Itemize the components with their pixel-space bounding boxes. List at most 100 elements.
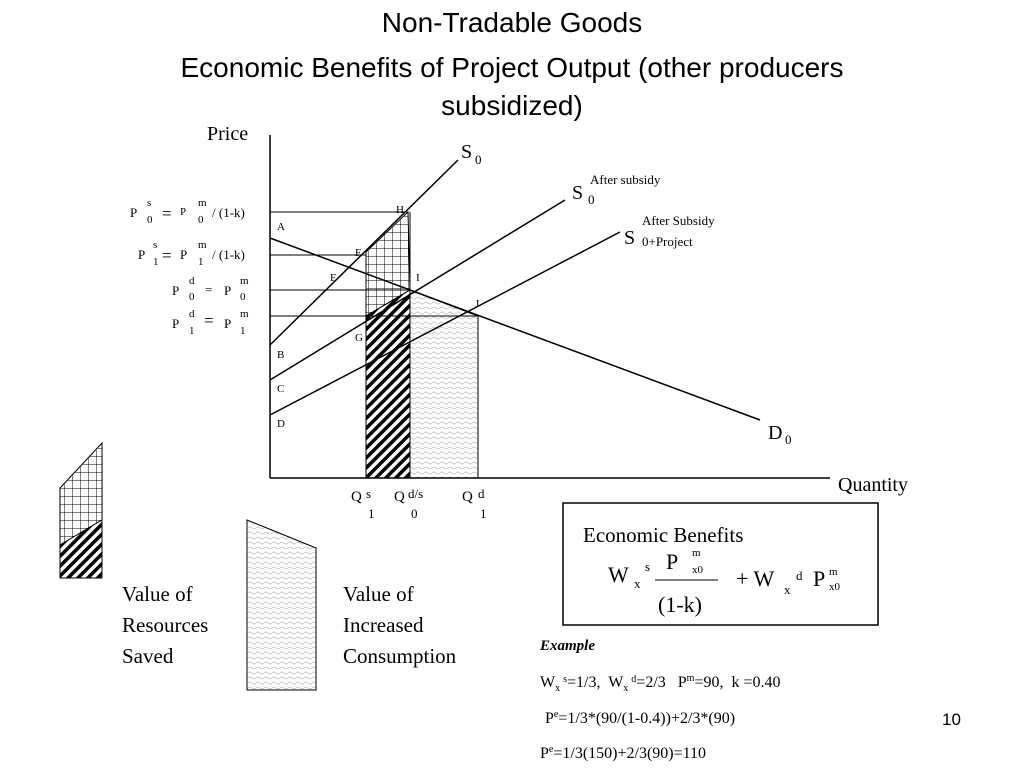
pl: 1: [198, 256, 204, 268]
ex: e: [549, 744, 554, 755]
curve-label: S: [461, 141, 472, 163]
legend-line: Increased: [343, 613, 424, 637]
ql: 1: [368, 506, 375, 521]
ex: =90, k =0.40: [694, 674, 780, 691]
s0-line: [269, 159, 459, 346]
legend-line: Value of: [122, 582, 193, 606]
point-labels: A H F E I J G B C D: [277, 204, 480, 430]
point-label: C: [277, 383, 284, 395]
ex: P: [545, 710, 554, 727]
f: P: [666, 549, 678, 574]
pl: 0: [147, 214, 153, 226]
example: Wxs=1/3, Wxd=2/3 Pm=90, k =0.40 Pe=1/3*(…: [540, 673, 781, 762]
pl: P: [224, 316, 231, 331]
point-label: E: [330, 272, 337, 284]
pl: / (1-k): [212, 205, 245, 220]
ex: W: [540, 674, 556, 691]
pl: d: [189, 275, 195, 287]
curve-sub: 0: [475, 152, 482, 167]
legend-line: Value of: [343, 582, 414, 606]
f: x0: [692, 564, 704, 576]
legend-text: Value of Resources Saved Value of Increa…: [122, 582, 457, 668]
ex: =1/3*(90/(1-0.4))+2/3*(90): [558, 710, 735, 727]
curve-label: S: [572, 182, 583, 204]
pl: P: [172, 316, 179, 331]
benefits-box: [562, 502, 879, 626]
pl: s: [147, 197, 151, 209]
y-label: Price: [207, 123, 248, 145]
d0-line: [269, 237, 761, 421]
pl: =: [204, 311, 214, 330]
ex: Pe=1/3(150)+2/3(90)=110: [540, 744, 706, 762]
pl: 1: [189, 325, 195, 337]
curve-sub: 0: [588, 192, 595, 207]
ex: m: [687, 673, 695, 684]
f: x: [784, 582, 791, 597]
s0-subsidy-line: [269, 199, 566, 381]
curve-sub: 0: [785, 432, 792, 447]
f: (1-k): [658, 592, 702, 617]
pl: P: [224, 283, 231, 298]
legend-wavy: [246, 519, 317, 691]
pl: =: [162, 204, 172, 223]
curve-sub: 0+Project: [642, 234, 693, 249]
legend-hatched: [59, 519, 103, 579]
ex: P: [540, 745, 549, 762]
pl: P: [172, 283, 179, 298]
legend-line: Saved: [122, 644, 174, 668]
point-label: G: [355, 332, 363, 344]
formula: W x s P m x0 (1-k) + W x d P m x0: [608, 547, 841, 617]
pl: d: [189, 308, 195, 320]
f: s: [645, 559, 650, 574]
title: Non-Tradable Goods Economic Benefits of …: [181, 7, 844, 121]
pl: s: [153, 239, 157, 251]
example-heading: Example: [539, 638, 595, 654]
pl: =: [205, 282, 212, 297]
curve-note: After Subsidy: [642, 213, 715, 228]
legend-line: Consumption: [343, 644, 457, 668]
f: + W: [736, 566, 775, 591]
pl: m: [240, 308, 249, 320]
ex: =2/3 P: [636, 674, 686, 691]
pl: m: [198, 239, 207, 251]
title-line: subsidized): [441, 90, 583, 121]
f: x0: [829, 581, 841, 593]
pl: m: [198, 197, 207, 209]
ex: =1/3(150)+2/3(90)=110: [553, 745, 706, 762]
pl: 1: [240, 325, 246, 337]
ex: e: [554, 709, 559, 720]
point-label: I: [416, 272, 420, 284]
title-line: Non-Tradable Goods: [382, 7, 642, 38]
ex: d: [631, 674, 636, 685]
curve-note: After subsidy: [590, 172, 661, 187]
ql: Q: [462, 489, 473, 505]
ex: =1/3, W: [567, 674, 624, 691]
ql: s: [366, 486, 371, 501]
ex: s: [563, 674, 567, 685]
pl: 1: [153, 256, 159, 268]
pl: P: [138, 247, 145, 262]
pl: 0: [240, 291, 246, 303]
pl: 0: [198, 214, 204, 226]
f: W: [608, 562, 629, 587]
curve-label: S: [624, 227, 635, 249]
title-line: Economic Benefits of Project Output (oth…: [181, 52, 844, 83]
point-label: B: [277, 349, 284, 361]
ql: Q: [351, 489, 362, 505]
ql: Q: [394, 489, 405, 505]
pl: m: [240, 275, 249, 287]
ex: x: [623, 683, 628, 694]
f: m: [692, 547, 701, 559]
ql: 1: [480, 506, 487, 521]
point-label: D: [277, 418, 285, 430]
wavy-area: [409, 289, 479, 479]
price-labels: P s 0 = P m 0 / (1-k) P s 1 = P m 1 / (1…: [130, 197, 249, 337]
x-label: Quantity: [838, 474, 908, 496]
s0-project-line: [269, 231, 621, 416]
ql: d/s: [408, 486, 423, 501]
benefits-title: Economic Benefits: [583, 523, 743, 547]
pl: =: [162, 246, 172, 265]
curve-label: D: [768, 422, 782, 444]
point-label: J: [475, 298, 480, 310]
